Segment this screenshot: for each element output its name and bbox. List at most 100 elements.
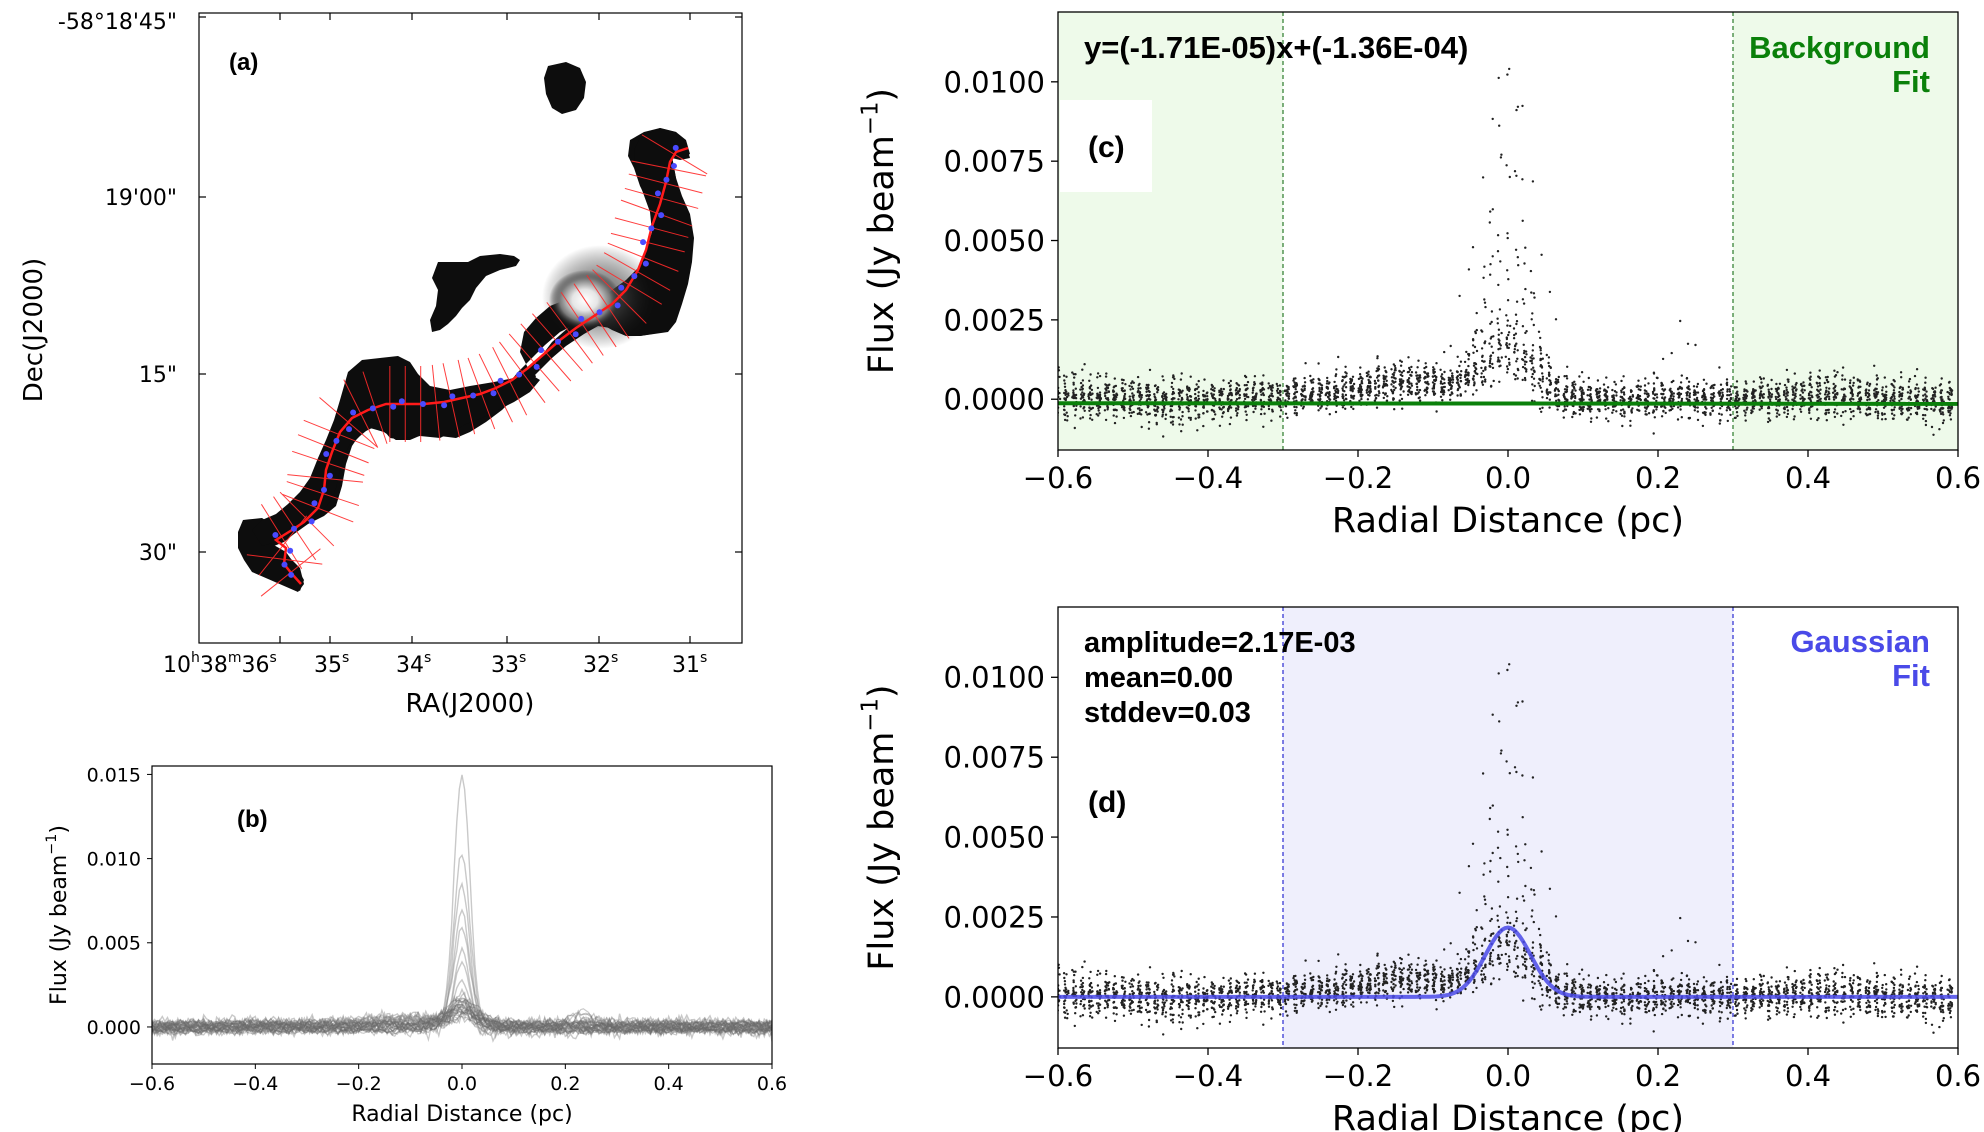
data-point	[1909, 413, 1913, 416]
data-point	[1302, 405, 1306, 408]
data-point	[1785, 405, 1789, 409]
data-point	[1132, 396, 1135, 399]
data-point	[1128, 411, 1131, 415]
data-point	[1222, 976, 1225, 980]
data-point	[1882, 398, 1886, 401]
data-point	[1521, 774, 1524, 777]
data-point	[1620, 977, 1623, 980]
data-point	[1621, 1022, 1624, 1025]
data-point	[1875, 988, 1878, 991]
data-point	[1400, 360, 1404, 363]
data-point	[1521, 358, 1525, 362]
data-point	[1359, 366, 1362, 369]
data-point	[1532, 377, 1536, 380]
data-point	[1196, 429, 1199, 432]
data-point	[1514, 313, 1518, 316]
data-point	[1758, 1006, 1761, 1009]
data-point	[1132, 381, 1136, 384]
data-point	[1161, 413, 1165, 416]
data-point	[1856, 379, 1860, 382]
data-point	[1219, 389, 1223, 393]
data-point	[1449, 398, 1452, 401]
data-point	[1612, 408, 1615, 412]
data-point	[1177, 391, 1181, 395]
data-point	[1113, 421, 1117, 425]
data-point	[1197, 397, 1201, 400]
data-point	[1091, 392, 1094, 395]
data-point	[1775, 415, 1779, 418]
data-point	[1392, 397, 1395, 400]
data-point	[1490, 917, 1493, 921]
data-point	[1262, 1003, 1266, 1006]
data-point	[1672, 392, 1676, 395]
data-point	[1170, 398, 1174, 401]
data-point	[1351, 390, 1354, 393]
data-point	[1365, 969, 1369, 972]
data-point	[1417, 391, 1421, 394]
data-point	[1554, 318, 1558, 321]
data-point	[1488, 361, 1492, 365]
data-point	[1211, 395, 1214, 398]
data-point	[1130, 979, 1133, 982]
data-point	[1841, 374, 1844, 377]
data-point	[1337, 953, 1340, 956]
panel-d-gaussian-fit: −0.6 −0.4 −0.2 0.0 0.2 0.4 0.60.00000.00250.00…	[857, 606, 1981, 1132]
data-point	[1317, 1002, 1320, 1005]
data-point	[1080, 385, 1083, 389]
data-point	[1623, 393, 1626, 396]
data-point	[1236, 408, 1240, 411]
data-point	[1181, 389, 1184, 392]
data-point	[1154, 396, 1157, 399]
data-point	[1173, 377, 1176, 381]
data-point	[1694, 941, 1697, 944]
data-point	[1489, 870, 1492, 873]
data-point	[1497, 348, 1500, 351]
data-point	[1930, 1005, 1933, 1008]
data-point	[1221, 1009, 1225, 1013]
data-point	[1206, 398, 1209, 401]
data-point	[1719, 407, 1722, 410]
data-point	[1942, 1011, 1945, 1014]
data-point	[1725, 378, 1729, 381]
data-point	[1947, 406, 1950, 410]
data-point	[1783, 383, 1787, 387]
data-point	[1525, 360, 1528, 364]
data-point	[1718, 412, 1721, 415]
data-point	[1384, 375, 1387, 378]
data-point	[1900, 409, 1903, 412]
data-point	[1777, 399, 1780, 402]
data-point	[1089, 373, 1092, 376]
data-point	[1876, 414, 1880, 417]
data-point	[1259, 398, 1263, 402]
data-point	[1660, 982, 1663, 985]
profile-line	[152, 999, 772, 1036]
data-point	[1809, 405, 1813, 408]
data-point	[1950, 393, 1953, 397]
data-point	[1074, 408, 1077, 412]
data-point	[1876, 391, 1880, 394]
data-point	[1473, 959, 1476, 962]
data-point	[1851, 384, 1855, 387]
data-point	[1516, 105, 1520, 109]
data-point	[1440, 375, 1443, 378]
data-point	[1783, 1000, 1786, 1003]
data-point	[1884, 398, 1888, 401]
data-point	[1856, 407, 1860, 410]
fit-region	[1733, 12, 1958, 450]
data-point	[1467, 955, 1470, 958]
data-point	[1128, 384, 1131, 388]
data-point	[1580, 396, 1584, 399]
data-point	[1484, 380, 1487, 383]
data-point	[1443, 948, 1446, 951]
data-point	[1562, 416, 1566, 419]
data-point	[1181, 987, 1184, 990]
data-point	[1679, 916, 1682, 920]
data-point	[1189, 395, 1192, 398]
data-point	[1253, 375, 1257, 378]
data-point	[1442, 385, 1445, 389]
data-point	[1229, 982, 1232, 985]
data-point	[1885, 396, 1888, 399]
data-point	[1115, 415, 1118, 418]
data-point	[1368, 391, 1372, 395]
data-point	[1622, 972, 1625, 975]
